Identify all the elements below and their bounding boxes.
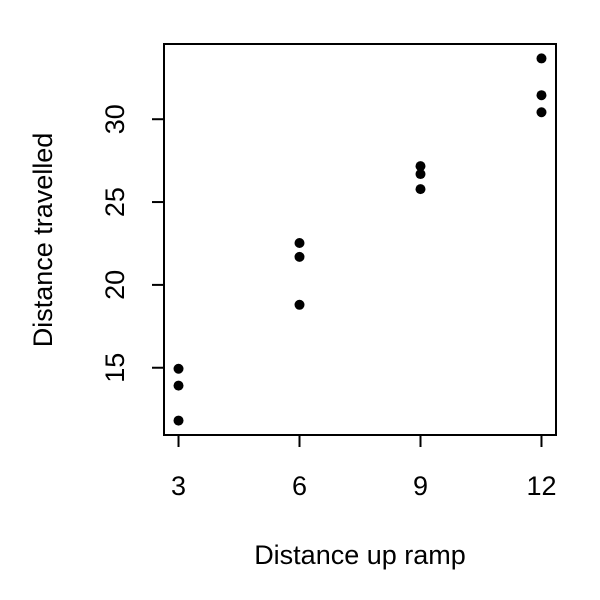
point <box>415 169 426 180</box>
point <box>536 53 547 64</box>
y-tick-label: 20 <box>100 270 130 300</box>
x-tick-label: 3 <box>171 471 186 501</box>
x-axis-label: Distance up ramp <box>254 540 466 570</box>
point <box>294 299 305 310</box>
y-tick-label: 25 <box>100 187 130 217</box>
x-tick-label: 12 <box>526 471 556 501</box>
point <box>536 107 547 118</box>
point <box>173 380 184 391</box>
point <box>415 161 426 172</box>
point <box>415 184 426 195</box>
point <box>536 90 547 101</box>
y-tick-label: 15 <box>100 353 130 383</box>
point <box>173 415 184 426</box>
x-tick-label: 9 <box>413 471 428 501</box>
y-axis-label: Distance travelled <box>28 133 58 348</box>
point <box>173 363 184 374</box>
point <box>294 237 305 248</box>
point <box>294 251 305 262</box>
y-tick-label: 30 <box>100 104 130 134</box>
x-tick-label: 6 <box>292 471 307 501</box>
plot-frame <box>163 43 557 436</box>
